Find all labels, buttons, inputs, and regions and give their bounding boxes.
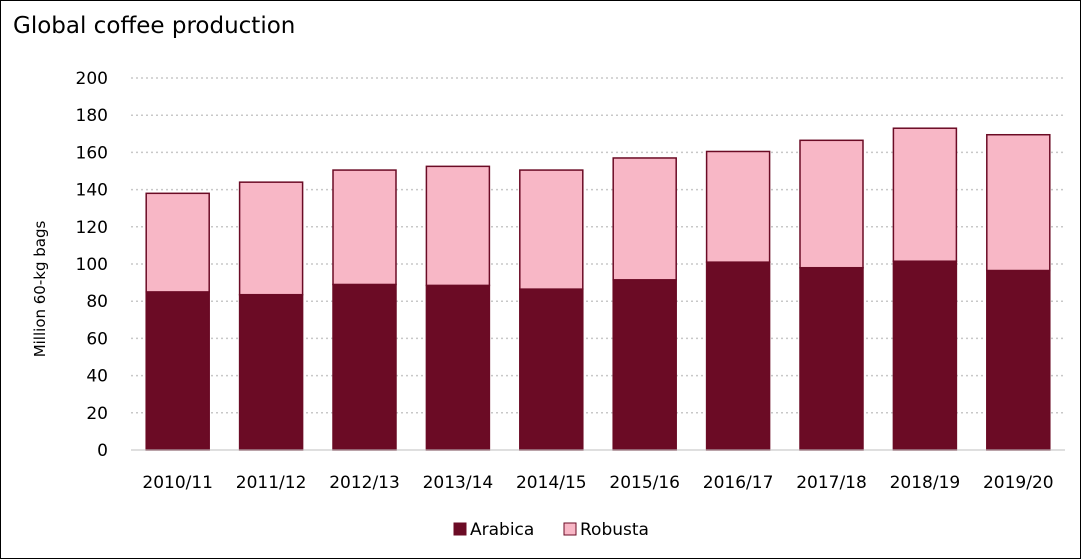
x-tick-label: 2014/15 (516, 473, 587, 493)
bar-arabica-2014-15 (519, 288, 584, 451)
bar-robusta-2012-13 (332, 169, 397, 286)
x-tick-label: 2015/16 (609, 473, 680, 493)
x-tick-label: 2016/17 (703, 473, 774, 493)
bar-arabica-2017-18 (799, 266, 864, 451)
bar-robusta-2014-15 (519, 169, 584, 290)
y-tick-label: 0 (97, 441, 108, 461)
bar-arabica-2019-20 (986, 269, 1051, 451)
x-tick-label: 2018/19 (890, 473, 961, 493)
bar-robusta-2016-17 (705, 150, 771, 263)
bar-robusta-2018-19 (892, 127, 958, 262)
y-tick-label: 80 (86, 292, 108, 312)
bars (145, 127, 1051, 451)
bar-arabica-2018-19 (892, 260, 958, 451)
bar-robusta-2019-20 (986, 133, 1051, 272)
y-tick-label: 140 (76, 181, 108, 201)
x-tick-label: 2012/13 (329, 473, 400, 493)
legend: Arabica Robusta (453, 520, 649, 540)
y-axis-label: Million 60-kg bags (31, 221, 49, 358)
bar-robusta-2010-11 (145, 192, 210, 293)
y-tick-label: 20 (86, 404, 108, 424)
bar-arabica-2011-12 (238, 293, 304, 451)
y-tick-label: 180 (76, 106, 108, 126)
x-axis-ticks: 2010/11 2011/12 2012/13 2013/14 2014/15 2015/… (142, 473, 1053, 493)
x-tick-label: 2010/11 (142, 473, 213, 493)
y-axis-ticks: 0 20 40 60 80 100 120 140 160 180 200 (76, 69, 108, 461)
y-tick-label: 40 (86, 367, 108, 387)
bar-arabica-2012-13 (332, 283, 397, 451)
chart-title: Global coffee production (13, 13, 295, 39)
x-tick-label: 2019/20 (983, 473, 1054, 493)
y-tick-label: 120 (76, 218, 108, 238)
x-tick-label: 2011/12 (236, 473, 307, 493)
bar-robusta-2013-14 (425, 165, 491, 287)
bar-arabica-2016-17 (705, 261, 771, 451)
y-tick-label: 100 (76, 255, 108, 275)
y-tick-label: 200 (76, 69, 108, 89)
legend-label-robusta: Robusta (580, 520, 649, 540)
bar-robusta-2015-16 (612, 157, 677, 281)
bar-arabica-2015-16 (612, 279, 677, 451)
x-tick-label: 2017/18 (796, 473, 867, 493)
legend-swatch-robusta (563, 522, 577, 536)
legend-label-arabica: Arabica (470, 520, 534, 540)
bar-robusta-2017-18 (799, 139, 864, 269)
legend-swatch-arabica (453, 522, 467, 536)
y-tick-label: 60 (86, 329, 108, 349)
x-tick-label: 2013/14 (423, 473, 494, 493)
bar-robusta-2011-12 (238, 181, 304, 296)
y-tick-label: 160 (76, 143, 108, 163)
bar-arabica-2013-14 (425, 284, 491, 451)
bar-arabica-2010-11 (145, 291, 210, 451)
